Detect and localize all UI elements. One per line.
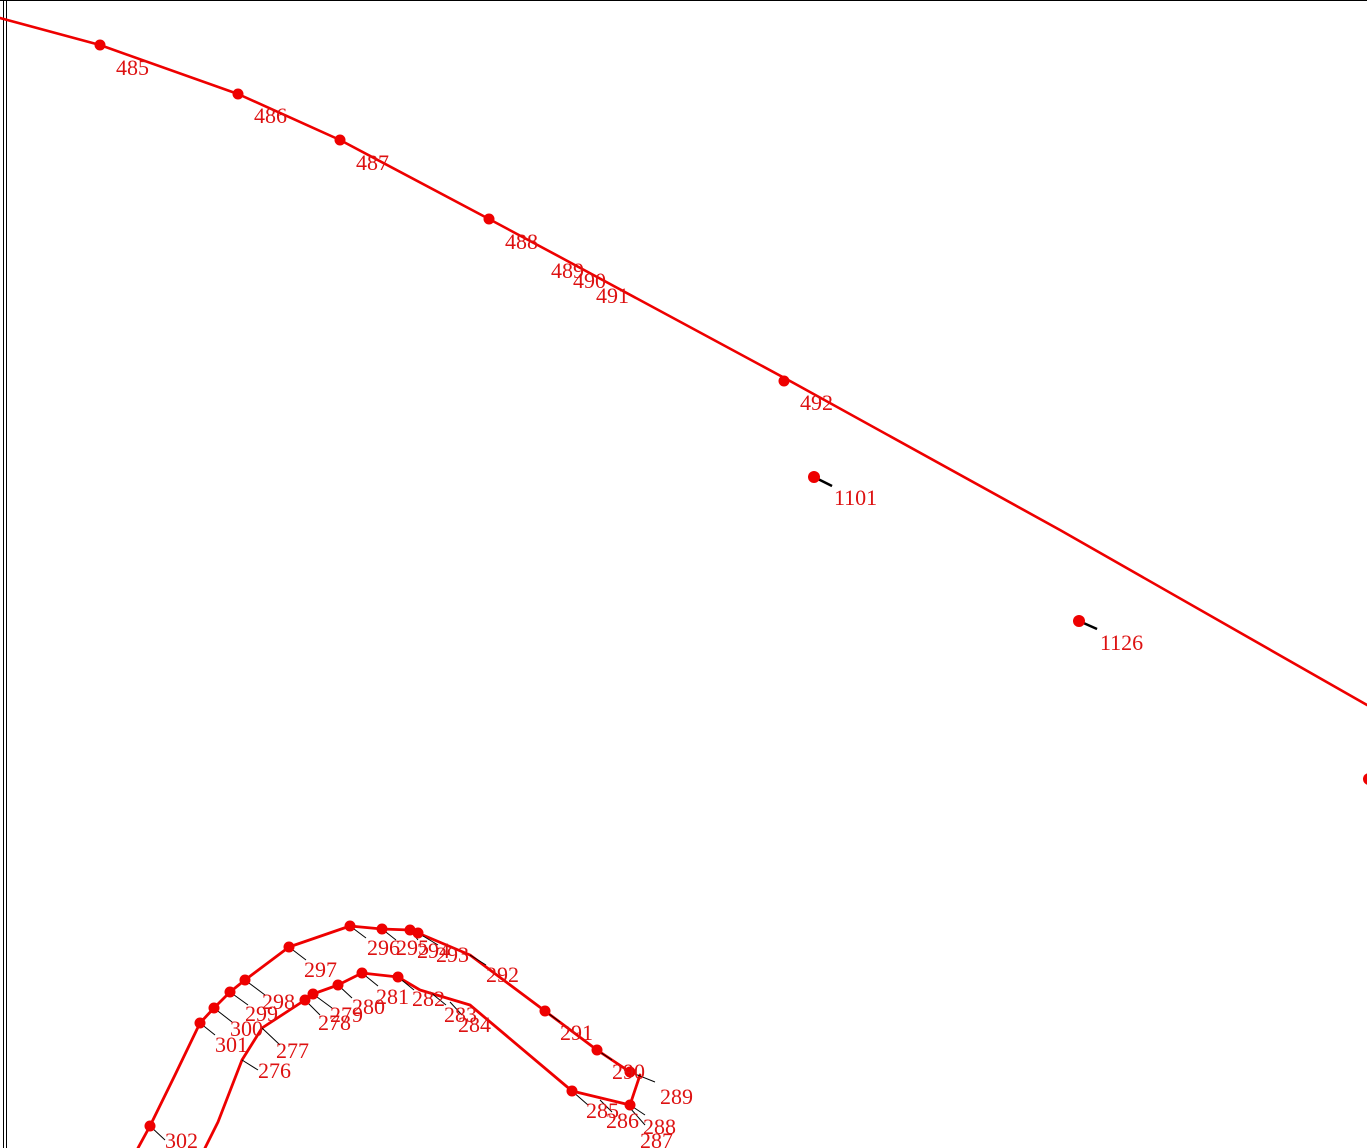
point-label-485: 485 [116,55,149,80]
survey-point-486[interactable] [232,88,244,100]
survey-point-288[interactable] [624,1099,636,1111]
point-label-281: 281 [376,984,409,1009]
survey-point-485[interactable] [94,39,106,51]
point-label-294: 294 [417,938,450,963]
point-label-276: 276 [258,1058,291,1083]
survey-point-289[interactable] [624,1066,636,1078]
point-label-288: 288 [643,1114,676,1139]
viewport-border-top [0,0,1367,1]
inner-boundary-line [203,971,642,1148]
point-label-278: 278 [318,1010,351,1035]
survey-point-487[interactable] [334,134,346,146]
leader-287 [629,1107,646,1126]
point-label-289: 289 [660,1084,693,1109]
survey-point-295[interactable] [376,923,388,935]
leader-283 [429,991,447,1006]
top-boundary-line [0,16,1367,707]
survey-point-298[interactable] [239,974,251,986]
survey-point-280[interactable] [332,979,344,991]
point-label-283: 283 [444,1002,477,1027]
survey-point-offscreen[interactable] [1363,773,1367,785]
leader-284 [449,1001,463,1016]
point-label-296: 296 [367,935,400,960]
survey-point-282[interactable] [392,971,404,983]
point-label-491: 491 [596,283,629,308]
survey-point-290[interactable] [591,1044,603,1056]
point-label-282: 282 [412,986,445,1011]
point-label-280: 280 [352,994,385,1019]
survey-point-492[interactable] [778,375,790,387]
point-label-279: 279 [330,1002,363,1027]
survey-points[interactable] [94,39,1367,1132]
leader-286 [599,1099,613,1113]
survey-point-488[interactable] [483,213,495,225]
point-label-1126: 1126 [1100,630,1143,655]
point-label-486: 486 [254,103,287,128]
leader-277 [261,1027,281,1046]
point-label-299: 299 [245,1001,278,1026]
outer-boundary-line [136,924,632,1148]
survey-point-278[interactable] [299,994,311,1006]
viewport-border-left [3,0,7,1148]
point-label-489: 489 [551,258,584,283]
survey-point-300[interactable] [208,1002,220,1014]
point-label-490: 490 [573,268,606,293]
survey-point-1126[interactable] [1073,615,1085,627]
point-label-290: 290 [612,1059,645,1084]
point-label-302: 302 [165,1128,198,1148]
point-label-1101: 1101 [834,485,877,510]
survey-point-291[interactable] [539,1005,551,1017]
survey-point-296[interactable] [344,920,356,932]
leader-276 [241,1059,259,1071]
point-label-292: 292 [486,962,519,987]
point-label-297: 297 [304,957,337,982]
survey-point-293[interactable] [412,927,424,939]
point-label-287: 287 [640,1128,673,1148]
point-label-301: 301 [215,1032,248,1057]
point-label-488: 488 [505,229,538,254]
survey-point-1101[interactable] [808,471,820,483]
survey-point-299[interactable] [224,986,236,998]
point-label-293: 293 [436,942,469,967]
point-label-277: 277 [276,1038,309,1063]
point-label-291: 291 [560,1020,593,1045]
point-label-492: 492 [800,390,833,415]
point-label-295: 295 [396,935,429,960]
point-label-300: 300 [230,1016,263,1041]
point-label-285: 285 [586,1098,619,1123]
leader-292 [469,954,487,966]
survey-point-301[interactable] [194,1017,206,1029]
point-label-298: 298 [262,989,295,1014]
survey-point-297[interactable] [283,941,295,953]
survey-point-279[interactable] [307,988,319,1000]
survey-point-285[interactable] [566,1085,578,1097]
point-label-286: 286 [606,1108,639,1133]
point-label-487: 487 [356,150,389,175]
point-label-284: 284 [458,1012,491,1037]
boundary-lines [0,16,1367,1148]
survey-point-302[interactable] [144,1120,156,1132]
survey-point-281[interactable] [356,967,368,979]
